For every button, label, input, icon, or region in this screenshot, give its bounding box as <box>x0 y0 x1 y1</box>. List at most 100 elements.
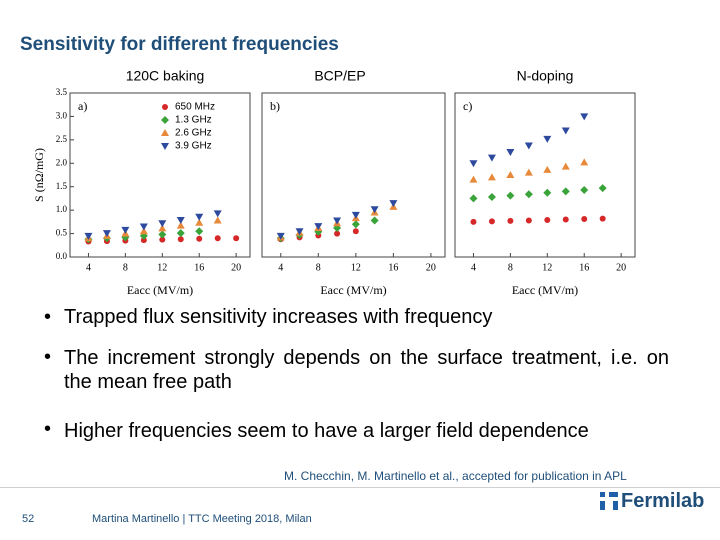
x-tick-label: 20 <box>231 262 241 273</box>
y-tick-label: 0.5 <box>56 228 68 238</box>
data-point <box>370 216 379 225</box>
y-tick-label: 1.5 <box>56 181 68 191</box>
panel-heading: BCP/EP <box>314 68 365 84</box>
x-tick-label: 4 <box>86 262 91 273</box>
logo-icon <box>600 492 618 510</box>
data-point <box>506 171 515 178</box>
data-point <box>487 173 496 181</box>
data-point <box>506 191 515 200</box>
data-point <box>176 216 185 224</box>
logo-text: Fermilab <box>621 490 705 512</box>
data-point <box>543 188 552 197</box>
y-tick-label: 2.0 <box>56 157 68 167</box>
data-point <box>580 158 589 166</box>
data-point <box>139 223 148 231</box>
page-number: 52 <box>22 513 35 525</box>
legend-label: 650 MHz <box>175 102 215 113</box>
data-point <box>351 220 360 229</box>
data-point <box>84 232 93 240</box>
data-point <box>140 237 147 244</box>
x-tick-label: 16 <box>579 262 589 273</box>
panel-heading: N-doping <box>517 68 574 84</box>
slide-title: Sensitivity for different frequencies <box>20 34 339 55</box>
data-point <box>352 228 359 235</box>
data-point <box>470 218 477 225</box>
data-point <box>213 216 222 224</box>
data-point <box>525 217 532 224</box>
y-tick-label: 3.5 <box>56 87 68 97</box>
data-point <box>195 227 204 236</box>
data-point <box>314 223 323 231</box>
data-point <box>543 135 552 143</box>
panel-label: c) <box>463 99 472 113</box>
plot-frame <box>69 92 251 258</box>
footer-text: Martina Martinello | TTC Meeting 2018, M… <box>92 513 312 525</box>
x-tick-label: 16 <box>388 262 398 273</box>
data-point <box>487 193 496 202</box>
bullet: Trapped flux sensitivity increases with … <box>64 306 493 328</box>
x-tick-label: 16 <box>194 262 204 273</box>
legend-marker <box>161 129 169 136</box>
y-tick-label: 1.0 <box>56 204 68 214</box>
legend-label: 1.3 GHz <box>175 115 212 126</box>
x-axis-label: Eacc (MV/m) <box>320 283 386 297</box>
data-point <box>599 215 606 222</box>
data-point <box>176 229 185 238</box>
x-tick-label: 12 <box>351 262 361 273</box>
data-point <box>544 216 551 223</box>
data-point <box>121 226 130 234</box>
x-tick-label: 20 <box>616 262 626 273</box>
legend-marker <box>162 104 168 110</box>
data-point <box>581 216 588 223</box>
panel-heading: 120C baking <box>126 68 205 84</box>
x-tick-label: 12 <box>542 262 552 273</box>
x-tick-label: 8 <box>123 262 128 273</box>
data-point <box>524 190 533 199</box>
x-tick-label: 4 <box>278 262 283 273</box>
data-point <box>196 235 203 242</box>
data-point <box>195 218 204 226</box>
data-point <box>543 165 552 173</box>
data-point <box>598 184 607 193</box>
data-point <box>506 149 515 157</box>
data-point <box>524 168 533 176</box>
y-tick-label: 2.5 <box>56 134 68 144</box>
data-point <box>561 162 570 170</box>
plot-frame <box>261 92 446 258</box>
plot-frame <box>454 92 636 258</box>
chart-area: 120C baking a) 4 8 12 16 20 0.0 0.5 1.0 1.5 2.0 2.5 3… <box>32 68 636 297</box>
data-point <box>334 230 341 237</box>
data-point <box>213 210 222 218</box>
data-point <box>487 154 496 162</box>
y-axis-label: S (nΩ/mG) <box>32 148 46 202</box>
data-point <box>389 200 398 208</box>
legend-marker <box>161 116 169 124</box>
y-tick-label: 3.0 <box>56 110 68 120</box>
data-point <box>233 235 240 242</box>
data-point <box>561 187 570 196</box>
data-point <box>562 216 569 223</box>
x-axis-label: Eacc (MV/m) <box>127 283 193 297</box>
data-point <box>295 228 304 236</box>
citation: M. Checchin, M. Martinello et al., accep… <box>284 469 627 483</box>
bullet-marker: • <box>44 346 52 368</box>
panel-label: a) <box>78 99 87 113</box>
data-point <box>214 235 221 242</box>
y-tick-label: 0.0 <box>56 251 68 261</box>
data-point <box>370 206 379 214</box>
data-point <box>158 220 167 228</box>
data-point <box>177 236 184 243</box>
data-point <box>507 217 514 224</box>
sub-bullet: Higher frequencies seem to have a larger… <box>64 420 589 442</box>
bullet-marker: • <box>44 306 52 328</box>
data-point <box>351 211 360 219</box>
data-point <box>102 230 111 238</box>
data-point <box>469 194 478 203</box>
data-point <box>469 175 478 183</box>
data-point <box>469 160 478 168</box>
data-point <box>580 185 589 194</box>
legend-label: 3.9 GHz <box>175 141 212 152</box>
data-point <box>159 236 166 243</box>
data-point <box>176 221 185 229</box>
